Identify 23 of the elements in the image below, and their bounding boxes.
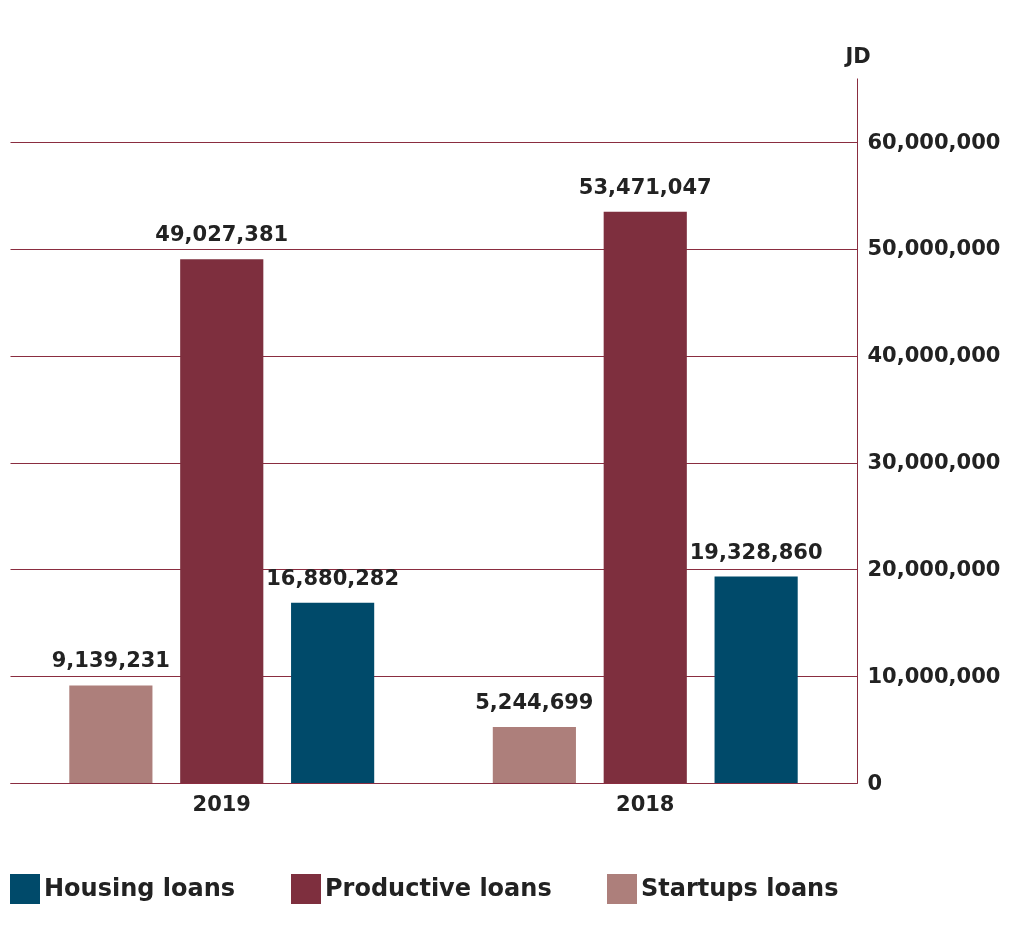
bar — [714, 576, 798, 783]
y-axis-title: JD — [843, 43, 871, 68]
x-tick-label: 2019 — [192, 791, 251, 816]
x-tick-label: 2018 — [616, 791, 675, 816]
y-tick-label: 0 — [867, 770, 883, 795]
bar — [492, 726, 576, 783]
data-label: 9,139,231 — [51, 648, 170, 673]
legend-label: Startups loans — [641, 874, 839, 902]
legend-label: Housing loans — [44, 874, 236, 902]
y-tick-label: 10,000,000 — [867, 663, 1001, 688]
data-label: 49,027,381 — [155, 222, 289, 247]
legend-label: Productive loans — [325, 874, 552, 902]
bar — [69, 685, 153, 783]
data-label: 53,471,047 — [578, 174, 712, 199]
y-tick-label: 20,000,000 — [867, 556, 1001, 581]
data-label: 5,244,699 — [475, 689, 594, 714]
y-tick-label: 50,000,000 — [867, 236, 1001, 261]
data-label: 19,328,860 — [689, 539, 823, 564]
data-label: 16,880,282 — [266, 565, 400, 590]
y-tick-label: 60,000,000 — [867, 129, 1001, 154]
y-tick-label: 40,000,000 — [867, 343, 1001, 368]
y-tick-label: 30,000,000 — [867, 450, 1001, 475]
bar — [291, 602, 375, 783]
